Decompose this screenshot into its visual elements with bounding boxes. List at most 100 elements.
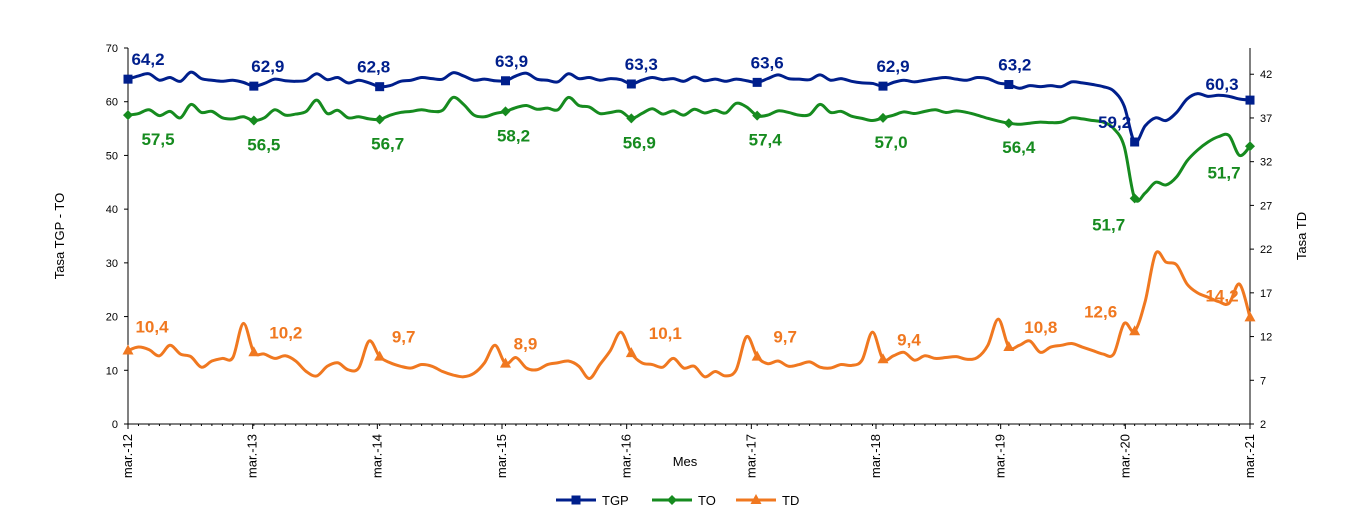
y-right-tick-label: 12 <box>1260 332 1272 344</box>
tgp-point <box>500 76 510 86</box>
to-data-label: 57,4 <box>749 131 783 150</box>
x-tick-label: mar.-13 <box>245 434 260 478</box>
to-point <box>1003 118 1014 129</box>
x-tick-label: mar.-16 <box>619 434 634 478</box>
y-left-tick-label: 30 <box>106 258 118 270</box>
x-tick-label: mar.-12 <box>120 434 135 478</box>
td-point <box>374 350 386 361</box>
y-axis-left-title: Tasa TGP - TO <box>52 193 67 279</box>
td-data-label: 10,8 <box>1024 318 1057 337</box>
to-data-label: 56,5 <box>247 136 280 155</box>
to-data-label: 56,4 <box>1002 138 1036 157</box>
tgp-data-label: 60,3 <box>1205 75 1238 94</box>
tgp-line <box>127 70 1251 144</box>
legend-item-td: TD <box>736 493 799 508</box>
y-left-tick-label: 40 <box>106 204 118 216</box>
tgp-point <box>752 77 762 87</box>
td-point <box>1003 341 1015 352</box>
to-point <box>123 110 133 121</box>
td-data-label: 9,7 <box>392 328 416 347</box>
td-point <box>499 357 511 368</box>
tgp-data-label: 62,9 <box>251 57 284 76</box>
legend-item-tgp: TGP <box>556 493 629 508</box>
td-point <box>1129 325 1141 336</box>
legend-label: TO <box>698 493 716 508</box>
to-data-label: 56,7 <box>371 134 404 153</box>
legend-swatch-marker <box>571 495 581 505</box>
tgp-data-label: 64,2 <box>131 50 164 69</box>
tgp-point <box>123 74 133 84</box>
y-right-tick-label: 37 <box>1260 113 1272 125</box>
series-layer <box>122 70 1256 381</box>
to-point <box>877 112 888 123</box>
to-point <box>752 110 763 121</box>
legend-label: TGP <box>602 493 629 508</box>
tgp-data-label: 62,9 <box>876 57 909 76</box>
legend-swatch-marker <box>667 495 677 505</box>
data-labels: 64,2 62,9 62,8 63,9 63,3 63,6 62,9 63,2 59,2 60,3… <box>131 50 1240 354</box>
to-data-label: 58,2 <box>497 126 530 145</box>
tgp-point <box>1245 95 1255 105</box>
x-tick-label: mar.-21 <box>1242 434 1257 478</box>
tgp-data-label: 63,3 <box>625 55 658 74</box>
td-data-label: 10,4 <box>135 318 169 337</box>
y-right-tick-label: 27 <box>1260 200 1272 212</box>
tgp-data-label: 63,2 <box>998 56 1031 75</box>
to-point <box>1129 193 1140 204</box>
x-tick-label: mar.-18 <box>868 434 883 478</box>
tgp-data-label: 63,9 <box>495 52 528 71</box>
to-point <box>626 113 637 124</box>
legend-item-to: TO <box>652 493 716 508</box>
tgp-point <box>626 79 636 89</box>
tgp-point <box>375 82 385 92</box>
td-data-label: 14,2 <box>1205 286 1238 305</box>
y-right-tick-label: 7 <box>1260 375 1266 387</box>
chart-legend: TGP TO TD <box>556 493 799 508</box>
to-point <box>1245 141 1255 152</box>
td-point <box>248 346 260 357</box>
x-tick-label: mar.-17 <box>743 434 758 478</box>
to-data-label: 57,5 <box>141 130 174 149</box>
to-point <box>374 114 385 125</box>
td-data-label: 9,7 <box>773 328 797 347</box>
to-data-label: 51,7 <box>1207 163 1240 182</box>
x-tick-label: mar.-14 <box>369 434 384 478</box>
tgp-point <box>249 81 259 91</box>
to-data-label: 56,9 <box>623 133 656 152</box>
td-data-label: 8,9 <box>514 335 538 354</box>
x-tick-label: mar.-20 <box>1117 434 1132 478</box>
y-left-tick-label: 20 <box>106 312 118 324</box>
y-left-tick-label: 60 <box>106 97 118 109</box>
legend-label: TD <box>782 493 799 508</box>
x-tick-label: mar.-15 <box>494 434 509 478</box>
y-left-tick-label: 0 <box>112 419 118 431</box>
tgp-data-label: 63,6 <box>751 53 784 72</box>
y-left-tick-label: 10 <box>106 365 118 377</box>
tgp-data-label: 62,8 <box>357 58 390 77</box>
td-data-label: 9,4 <box>897 330 921 349</box>
td-point <box>625 347 637 358</box>
to-line <box>127 95 1252 203</box>
tgp-point <box>878 81 888 91</box>
y-left-tick-label: 70 <box>106 43 118 55</box>
td-data-label: 10,2 <box>269 323 302 342</box>
to-point <box>500 106 511 117</box>
td-data-label: 10,1 <box>649 324 682 343</box>
to-point <box>248 115 259 126</box>
to-data-label: 51,7 <box>1092 215 1125 234</box>
to-data-label: 57,0 <box>874 133 907 152</box>
td-data-label: 12,6 <box>1084 302 1117 321</box>
td-point <box>1244 311 1256 322</box>
tgp-data-label: 59,2 <box>1098 113 1131 132</box>
series-tgp <box>123 70 1255 147</box>
td-point <box>122 344 134 355</box>
tgp-point <box>1004 80 1014 90</box>
y-right-tick-label: 42 <box>1260 69 1272 81</box>
series-td <box>122 250 1256 381</box>
td-point <box>877 353 889 364</box>
y-right-tick-label: 22 <box>1260 244 1272 256</box>
y-axis-right-title: Tasa TD <box>1294 212 1309 260</box>
td-line <box>127 250 1252 381</box>
